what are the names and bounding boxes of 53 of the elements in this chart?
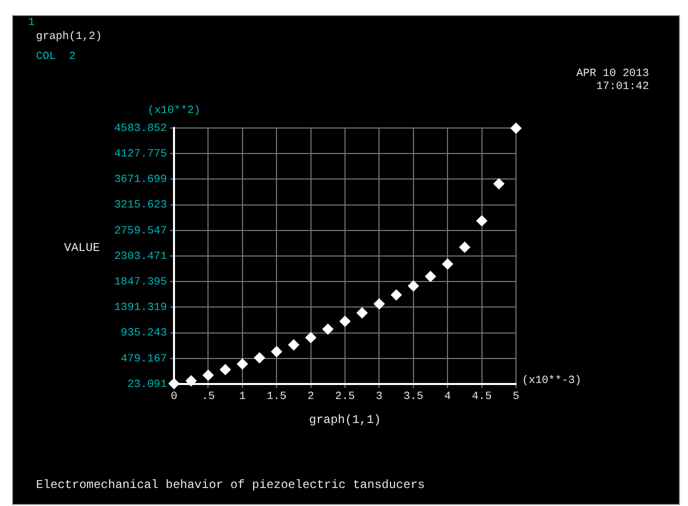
y-tick-label: 1391.319 xyxy=(114,302,167,314)
y-tick-label: 2303.471 xyxy=(114,250,168,263)
text: 1 xyxy=(28,16,35,29)
x-tick-label: 3.5 xyxy=(403,390,424,403)
y-tick-label: 4583.852 xyxy=(114,122,167,135)
x-tick-label: 5 xyxy=(512,390,520,403)
point xyxy=(374,298,385,310)
point xyxy=(236,358,248,370)
point xyxy=(356,307,368,318)
x-tick-label: 4 xyxy=(444,390,452,403)
x-tick-label: .5 xyxy=(202,390,215,403)
point xyxy=(493,178,504,190)
y-tick-label: 3215.623 xyxy=(114,200,167,212)
y-axis-title: VALUE xyxy=(64,241,100,256)
text: Electromechanical behavior of piezoelectric tansducers xyxy=(36,478,425,492)
point xyxy=(305,332,316,344)
point xyxy=(442,258,454,270)
point xyxy=(408,280,419,292)
y-tick-label: 479.167 xyxy=(120,353,167,366)
x-tick-label: 1.5 xyxy=(266,390,287,403)
y-tick-label: 4127.775 xyxy=(114,148,167,161)
point xyxy=(459,242,470,253)
x-tick-label: 2 xyxy=(307,390,314,403)
text: (x10**-3) xyxy=(522,374,582,387)
text: (x10**2) xyxy=(148,104,200,117)
y-tick-label: 2759.547 xyxy=(114,225,167,238)
x-tick-label: 3 xyxy=(376,390,383,403)
point xyxy=(186,375,197,386)
x-axis-title: graph(1,1) xyxy=(308,413,382,428)
point xyxy=(340,316,350,327)
y-tick-label: 3671.699 xyxy=(114,174,167,186)
x-tick-label: 1 xyxy=(239,390,246,403)
text: APR 10 2013 xyxy=(576,68,649,80)
y-tick-label: 935.243 xyxy=(120,328,167,340)
text: 17:01:42 xyxy=(596,80,649,93)
point xyxy=(220,364,231,376)
point xyxy=(510,122,522,134)
x-tick-label: 0 xyxy=(170,390,178,403)
text: graph(1,2) xyxy=(36,30,102,43)
point xyxy=(168,378,180,390)
point xyxy=(390,289,402,300)
point xyxy=(425,270,436,282)
point xyxy=(271,346,282,358)
x-tick-label: 4.5 xyxy=(472,390,492,403)
point xyxy=(476,215,488,226)
text: COL 2 xyxy=(36,50,76,63)
point xyxy=(202,370,214,381)
point xyxy=(288,339,300,350)
y-tick-label: 23.091 xyxy=(127,378,168,391)
x-tick-label: 2.5 xyxy=(335,390,355,403)
point xyxy=(254,352,265,364)
y-tick-label: 1847.395 xyxy=(114,276,167,289)
point xyxy=(322,324,334,335)
